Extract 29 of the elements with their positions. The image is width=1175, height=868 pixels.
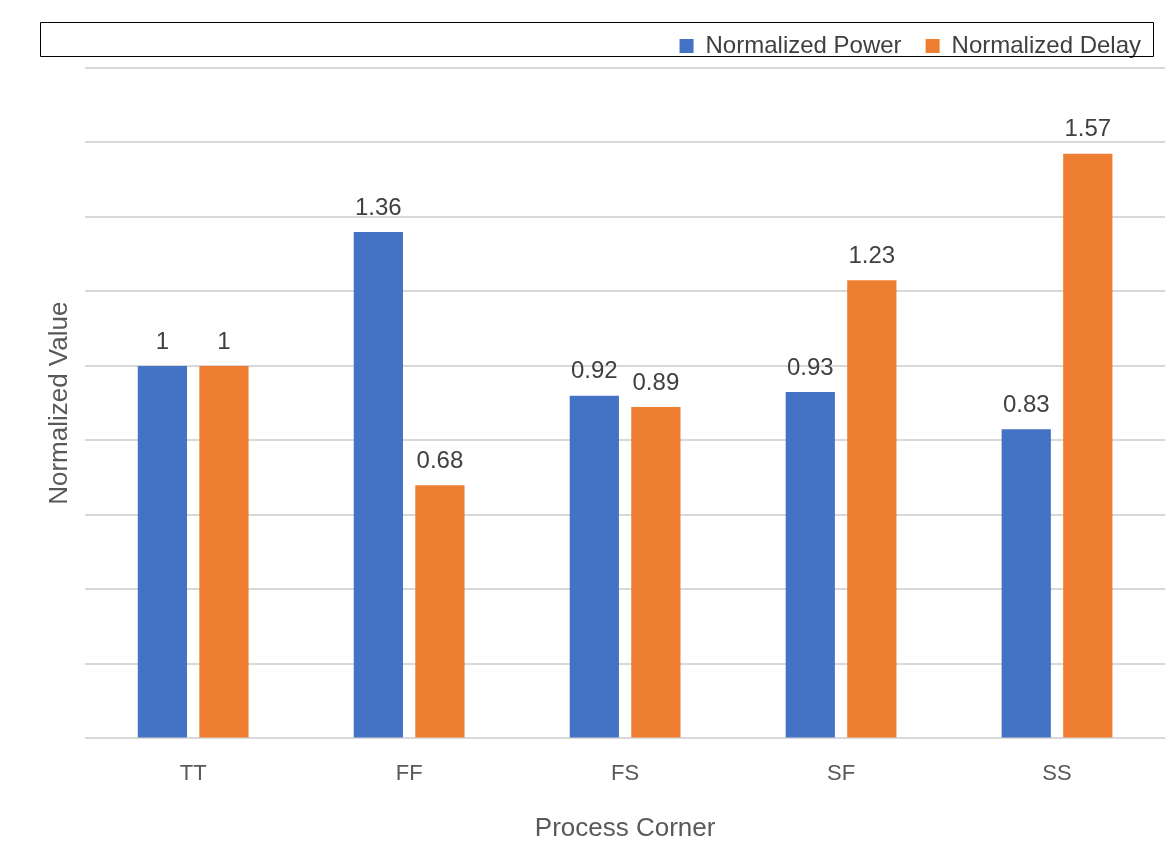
data-label: 0.89	[632, 367, 680, 395]
x-tick-label: TT	[179, 759, 207, 785]
x-axis-title: Process Corner	[534, 811, 716, 842]
bar	[631, 406, 681, 738]
x-tick-label: FS	[611, 759, 640, 785]
data-label: 0.93	[786, 352, 834, 380]
bar	[569, 395, 619, 738]
data-label: 0.92	[570, 356, 618, 384]
data-label: 1	[155, 326, 170, 354]
data-label: 1	[217, 326, 231, 354]
bar	[785, 392, 835, 738]
bar	[353, 231, 403, 738]
bar	[847, 280, 897, 738]
x-tick-label: SS	[1042, 759, 1072, 785]
bar	[1001, 429, 1051, 738]
y-axis-title: Normalized Value	[42, 301, 73, 505]
x-tick-label: SF	[827, 759, 856, 785]
bar	[199, 365, 249, 738]
data-label: 1.36	[355, 192, 402, 220]
x-tick-label: FF	[395, 759, 423, 785]
data-label: 0.83	[1002, 389, 1050, 417]
legend-label: Normalized Delay	[951, 30, 1142, 58]
bar	[415, 485, 465, 738]
bar	[137, 365, 188, 738]
bar	[1063, 153, 1113, 738]
legend-label: Normalized Power	[705, 30, 902, 58]
data-label: 1.57	[1064, 114, 1112, 142]
data-label: 0.68	[416, 445, 464, 473]
data-label: 1.23	[848, 240, 896, 268]
